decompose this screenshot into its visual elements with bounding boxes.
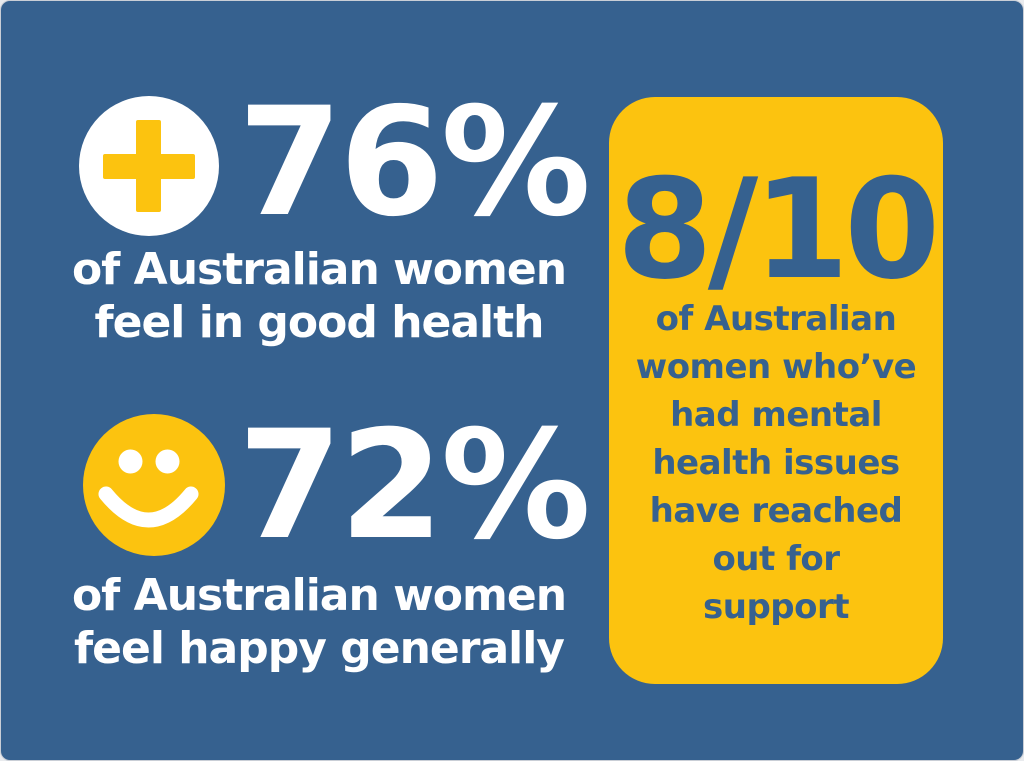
stat-value-good-health: 76% (238, 76, 591, 250)
caption-line: health issues (652, 443, 900, 483)
medical-plus-icon (79, 96, 219, 236)
caption-line: had mental (670, 395, 882, 435)
plus-vertical-bar (136, 120, 161, 212)
caption-line: out for (712, 539, 840, 579)
stat-caption-good-health: of Australian women feel in good health (47, 243, 591, 349)
support-stat-card: 8/10 of Australian women who’ve had ment… (609, 97, 943, 684)
stat-caption-happy: of Australian women feel happy generally (47, 569, 591, 675)
caption-line: of Australian (655, 299, 897, 339)
caption-line: feel happy generally (74, 623, 565, 674)
caption-line: of Australian women (71, 244, 567, 295)
caption-line: of Australian women (71, 570, 567, 621)
smiley-face-icon (83, 414, 225, 556)
caption-line: have reached (649, 491, 903, 531)
caption-line: women who’ve (635, 347, 917, 387)
caption-line: feel in good health (94, 297, 544, 348)
card-stat-value: 8/10 (616, 149, 940, 310)
card-stat-caption: of Australian women who’ve had mental he… (617, 295, 935, 631)
stat-value-happy: 72% (238, 399, 591, 573)
caption-line: support (703, 587, 850, 627)
